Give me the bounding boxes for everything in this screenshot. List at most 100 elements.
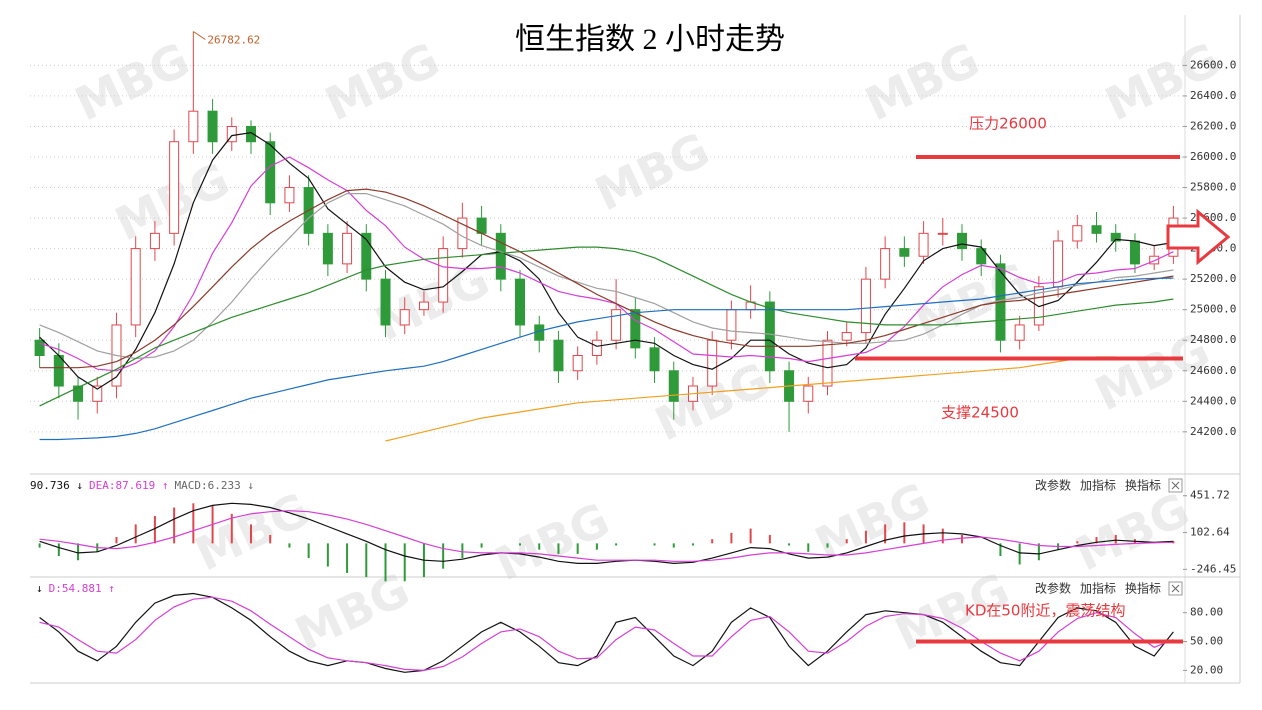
- macd-bar: [134, 524, 137, 544]
- y-tick-label: 26600.0: [1190, 58, 1236, 71]
- chart-title: 恒生指数 2 小时走势: [515, 23, 785, 56]
- y-tick-label: 25200.0: [1190, 272, 1236, 285]
- indicator-value: D:54.881 ↑: [49, 582, 115, 595]
- macd-bar: [38, 543, 41, 548]
- candle-body: [476, 217, 487, 234]
- macd-bar: [884, 524, 887, 544]
- macd-bar: [595, 543, 598, 550]
- macd-bar: [1114, 534, 1117, 544]
- macd-bar: [153, 515, 156, 544]
- indicator-value: 90.736 ↓: [30, 479, 83, 492]
- macd-bar: [615, 543, 618, 546]
- macd-bar: [384, 543, 387, 582]
- candle-body: [361, 232, 372, 280]
- macd-bar: [864, 530, 867, 544]
- arrow-icon: [1166, 208, 1231, 266]
- candle-body: [668, 370, 679, 402]
- toolbar-button[interactable]: 换指标: [1125, 478, 1161, 493]
- close-icon[interactable]: [1168, 478, 1183, 493]
- macd-bar: [365, 543, 368, 578]
- candle-body: [957, 232, 968, 250]
- macd-bar: [57, 543, 60, 557]
- macd-bar: [77, 543, 80, 561]
- series-line: [39, 277, 1174, 441]
- toolbar-button[interactable]: 加指标: [1080, 478, 1116, 493]
- toolbar-button[interactable]: 换指标: [1125, 581, 1161, 596]
- candle-body: [149, 232, 160, 250]
- candle-body: [380, 278, 391, 326]
- candle-body: [611, 309, 622, 341]
- macd-bar: [192, 503, 195, 544]
- macd-bar: [826, 543, 829, 548]
- macd-bar: [326, 543, 329, 567]
- macd-bar: [1037, 543, 1040, 561]
- y-tick-label: 24400.0: [1190, 394, 1236, 407]
- macd-bar: [672, 543, 675, 548]
- label-pointer: [192, 31, 206, 40]
- y-tick-label: 26000.0: [1190, 150, 1236, 163]
- candle-body: [553, 339, 564, 372]
- candle-body: [630, 309, 641, 349]
- y-tick-label: 25000.0: [1190, 303, 1236, 316]
- candle-body: [342, 232, 353, 265]
- macd-bar: [768, 534, 771, 544]
- series-line: [39, 592, 1174, 673]
- macd-bar: [749, 528, 752, 544]
- series-line: [39, 156, 1174, 372]
- macd-bar: [307, 543, 310, 559]
- macd-bar: [115, 537, 118, 544]
- series-line: [385, 356, 1116, 442]
- y-tick-label: 102.64: [1190, 526, 1230, 539]
- candle-body: [226, 125, 237, 143]
- macd-bar: [961, 534, 964, 544]
- macd-bar: [788, 543, 791, 546]
- indicator-value: ↓: [36, 582, 43, 595]
- series-line: [39, 502, 1174, 565]
- series-line: [39, 246, 1174, 407]
- y-tick-label: 26200.0: [1190, 119, 1236, 132]
- toolbar-button[interactable]: 改参数: [1035, 478, 1071, 493]
- plots: 24200.0 24400.0 24600.0 24800.0 25000.0 25200…: [30, 31, 1236, 676]
- candle-body: [34, 339, 45, 356]
- y-tick-label: 24800.0: [1190, 333, 1236, 346]
- candle-body: [130, 248, 141, 326]
- toolbar-button[interactable]: 加指标: [1080, 581, 1116, 596]
- candle-body: [880, 248, 891, 280]
- candle-body: [976, 248, 987, 265]
- macd-bar: [653, 543, 656, 546]
- candle-body: [495, 232, 506, 280]
- macd-bar: [519, 543, 522, 546]
- candle-body: [1053, 240, 1064, 288]
- macd-bar: [269, 534, 272, 544]
- annotation: 支撑24500: [941, 404, 1019, 422]
- y-tick-label: 24600.0: [1190, 364, 1236, 377]
- macd-bar: [1018, 543, 1021, 565]
- macd-bar: [461, 543, 464, 559]
- candle-body: [399, 309, 410, 326]
- macd-bar: [903, 522, 906, 544]
- macd-bar: [442, 543, 445, 569]
- candle-body: [284, 187, 295, 204]
- candle-body: [1091, 225, 1102, 234]
- candle-body: [803, 385, 814, 402]
- series-line: [39, 188, 1174, 369]
- candle-body: [92, 385, 103, 402]
- candle-body: [169, 141, 180, 234]
- series-line: [39, 510, 1174, 562]
- candle-body: [649, 347, 660, 372]
- candle-body: [937, 232, 948, 235]
- candle-body: [1129, 240, 1140, 265]
- candle-body: [899, 248, 910, 257]
- y-tick-label: 50.00: [1190, 635, 1223, 648]
- annotation: 压力26000: [969, 115, 1047, 133]
- candle-body: [1033, 286, 1044, 326]
- toolbar-button[interactable]: 改参数: [1035, 581, 1071, 596]
- macd-bar: [249, 524, 252, 544]
- series-line: [39, 131, 1174, 390]
- macd-bar: [845, 539, 848, 544]
- candle-body: [322, 232, 333, 265]
- candle-body: [1014, 324, 1025, 341]
- candle-body: [418, 301, 429, 311]
- indicator-value: MACD:6.233 ↓: [174, 479, 253, 492]
- close-icon[interactable]: [1168, 581, 1183, 596]
